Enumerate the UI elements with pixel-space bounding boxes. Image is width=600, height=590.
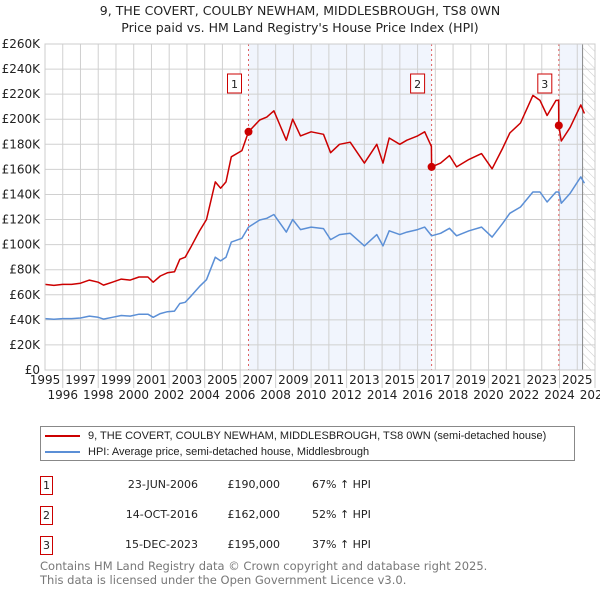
legend-item-hpi: HPI: Average price, semi-detached house,… xyxy=(45,444,369,460)
x-tick-label: 2022 xyxy=(509,388,540,402)
y-tick-label: £180K xyxy=(2,137,42,151)
y-tick-label: £80K xyxy=(9,263,41,277)
x-tick-label: 2005 xyxy=(207,373,238,387)
sale-point xyxy=(427,162,436,171)
sale-marker-number: 3 xyxy=(40,536,53,555)
sale-price: £190,000 xyxy=(227,478,281,491)
sale-price: £195,000 xyxy=(227,538,281,551)
legend-item-property: 9, THE COVERT, COULBY NEWHAM, MIDDLESBRO… xyxy=(45,428,546,444)
y-tick-label: £0 xyxy=(25,363,40,377)
legend-swatch-red xyxy=(45,435,80,437)
hpi-series-line xyxy=(44,176,586,320)
x-tick-label: 2004 xyxy=(189,388,220,402)
x-tick-label: 2012 xyxy=(331,388,362,402)
x-tick-label: 2000 xyxy=(118,388,149,402)
shaded-period xyxy=(558,44,583,370)
x-tick-label: 1997 xyxy=(65,373,96,387)
sale-label-number: 1 xyxy=(231,78,238,91)
y-tick-label: £40K xyxy=(9,313,41,327)
sale-price: £162,000 xyxy=(227,508,281,521)
x-tick-label: 2026 xyxy=(580,388,600,402)
x-tick-label: 1999 xyxy=(101,373,132,387)
y-tick-label: £160K xyxy=(2,162,42,176)
sale-hpi-diff: 52% ↑ HPI xyxy=(312,508,371,521)
footer-copyright: Contains HM Land Registry data © Crown c… xyxy=(40,559,488,573)
x-tick-label: 2017 xyxy=(420,373,451,387)
sale-point xyxy=(244,127,253,136)
y-tick-label: £200K xyxy=(2,112,42,126)
x-tick-label: 2003 xyxy=(172,373,203,387)
x-tick-label: 2015 xyxy=(385,373,416,387)
sale-date: 15-DEC-2023 xyxy=(124,538,198,551)
y-tick-label: £100K xyxy=(2,238,42,252)
x-tick-label: 2006 xyxy=(225,388,256,402)
legend: 9, THE COVERT, COULBY NEWHAM, MIDDLESBRO… xyxy=(40,426,575,461)
plot-area: 1995199619971998199920002001200220032004… xyxy=(2,37,600,402)
legend-label: HPI: Average price, semi-detached house,… xyxy=(88,446,370,458)
legend-label: 9, THE COVERT, COULBY NEWHAM, MIDDLESBRO… xyxy=(88,430,547,442)
footer-licence: This data is licensed under the Open Gov… xyxy=(40,573,407,587)
sale-marker-number: 1 xyxy=(40,476,53,495)
sale-label-box xyxy=(410,73,426,94)
y-tick-label: £260K xyxy=(2,37,42,51)
chart-subtitle: Price paid vs. HM Land Registry's House … xyxy=(121,20,479,35)
property-series-line xyxy=(44,94,586,287)
x-tick-label: 2016 xyxy=(402,388,433,402)
sale-hpi-diff: 67% ↑ HPI xyxy=(312,478,371,491)
x-tick-label: 2014 xyxy=(367,388,398,402)
x-tick-label: 2007 xyxy=(243,373,274,387)
y-tick-label: £20K xyxy=(9,338,41,352)
x-tick-label: 2010 xyxy=(296,388,327,402)
sale-label-box xyxy=(227,73,242,94)
y-tick-label: £220K xyxy=(2,87,42,101)
x-tick-label: 2024 xyxy=(544,388,575,402)
sale-date: 23-JUN-2006 xyxy=(127,478,198,491)
chart-title: 9, THE COVERT, COULBY NEWHAM, MIDDLESBRO… xyxy=(99,3,501,18)
x-tick-label: 2008 xyxy=(260,388,291,402)
y-tick-label: £240K xyxy=(2,62,42,76)
legend-swatch-blue xyxy=(45,451,80,453)
x-tick-label: 2009 xyxy=(278,373,309,387)
x-tick-label: 2013 xyxy=(349,373,380,387)
x-tick-label: 2001 xyxy=(136,373,167,387)
x-tick-label: 2002 xyxy=(154,388,185,402)
sale-date: 14-OCT-2016 xyxy=(125,508,198,521)
x-tick-label: 2020 xyxy=(473,388,504,402)
y-tick-label: £60K xyxy=(9,288,41,302)
sale-label-number: 3 xyxy=(541,78,548,91)
sale-label-box xyxy=(537,73,553,94)
x-tick-label: 2023 xyxy=(527,373,558,387)
x-tick-label: 2018 xyxy=(438,388,469,402)
sale-point xyxy=(554,121,563,130)
x-tick-label: 1995 xyxy=(30,373,61,387)
shaded-period xyxy=(248,44,432,370)
x-tick-label: 2021 xyxy=(491,373,522,387)
x-tick-label: 2011 xyxy=(314,373,345,387)
x-tick-label: 2019 xyxy=(456,373,487,387)
sale-hpi-diff: 37% ↑ HPI xyxy=(312,538,371,551)
y-tick-label: £120K xyxy=(2,213,42,227)
sale-marker-number: 2 xyxy=(40,506,53,525)
x-tick-label: 1996 xyxy=(47,388,78,402)
plot-border xyxy=(44,43,596,371)
future-hatch xyxy=(582,44,595,370)
y-tick-label: £140K xyxy=(2,187,42,201)
sale-label-number: 2 xyxy=(414,78,421,91)
x-tick-label: 1998 xyxy=(83,388,114,402)
x-tick-label: 2025 xyxy=(562,373,593,387)
